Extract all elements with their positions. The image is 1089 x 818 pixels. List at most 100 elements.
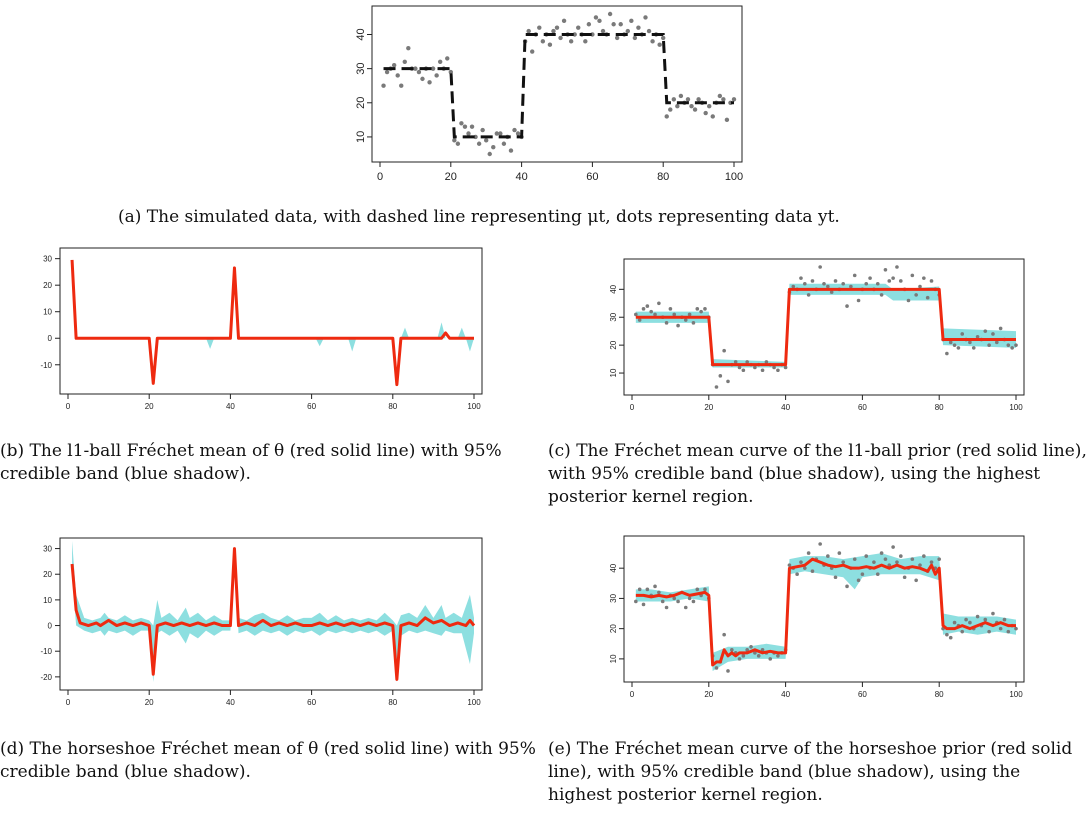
data-point: [975, 334, 980, 339]
data-point: [998, 326, 1003, 331]
data-point: [649, 309, 653, 314]
y-tick-label: 10: [43, 596, 52, 605]
data-point: [611, 22, 616, 27]
y-tick-label: 40: [609, 284, 618, 293]
chart-c: 0 20 40 60 80 100 10 20 30 40: [609, 258, 1025, 412]
data-point: [672, 596, 677, 601]
x-tick-label: 20: [445, 171, 457, 183]
data-point: [643, 15, 648, 20]
data-point: [833, 575, 838, 580]
chart-d: 0 20 40 60 80 100 -20 -10 0 10 20 30: [40, 537, 483, 707]
data-point: [914, 293, 918, 297]
x-tick-label: 60: [858, 403, 867, 412]
data-point: [914, 578, 918, 583]
data-point: [987, 343, 991, 347]
data-point: [891, 545, 895, 549]
x-tick-label: 100: [1009, 690, 1023, 699]
credible-band-spike: [400, 327, 410, 339]
data-point: [760, 368, 765, 373]
data-point: [864, 281, 869, 286]
data-point: [676, 599, 680, 604]
data-point: [540, 39, 546, 44]
data-point: [491, 144, 496, 150]
data-point: [703, 307, 707, 311]
data-point: [783, 365, 788, 370]
data-point: [868, 276, 872, 280]
data-point: [645, 587, 650, 592]
plot-frame: [371, 5, 743, 163]
data-point: [875, 572, 880, 577]
data-point: [799, 560, 803, 564]
data-point: [922, 554, 926, 558]
data-point: [964, 617, 968, 622]
frechet-mean-line: [70, 259, 474, 387]
data-point: [1006, 629, 1011, 634]
data-point: [391, 63, 397, 68]
x-tick-label: 20: [704, 403, 713, 412]
y-tick-label: 10: [355, 131, 367, 143]
data-point: [983, 617, 988, 622]
data-point: [899, 279, 903, 283]
y-tick-label: 0: [48, 622, 53, 631]
data-point: [883, 557, 888, 561]
y-tick-label: 20: [609, 624, 618, 633]
data-point: [745, 648, 749, 652]
data-point: [718, 374, 723, 378]
data-point: [883, 267, 888, 272]
x-tick-label: 60: [586, 171, 598, 183]
data-point: [692, 107, 698, 112]
x-tick-label: 40: [781, 403, 790, 412]
y-tick-label: 30: [43, 255, 52, 264]
data-point: [607, 11, 613, 17]
data-point: [508, 148, 514, 153]
x-tick-label: 60: [858, 690, 867, 699]
x-tick-label: 80: [935, 403, 944, 412]
data-point: [776, 654, 780, 658]
x-tick-label: 80: [657, 171, 669, 183]
data-point: [875, 281, 880, 286]
credible-band-spike: [457, 327, 466, 339]
data-point: [995, 340, 999, 345]
data-point: [721, 97, 726, 102]
data-point: [634, 599, 638, 604]
credible-band-spike: [315, 338, 324, 347]
data-point: [806, 293, 811, 297]
data-point: [741, 654, 746, 658]
data-point: [895, 265, 899, 269]
y-tick-label: 30: [609, 593, 618, 602]
y-tick-label: 40: [609, 563, 618, 572]
data-point: [910, 273, 915, 278]
data-point: [910, 557, 915, 561]
data-point: [687, 596, 692, 601]
plot-frame: [623, 535, 1025, 683]
data-point: [991, 611, 995, 616]
chart-e: 0 20 40 60 80 100 10 20 30 40: [609, 535, 1025, 699]
data-point: [530, 49, 535, 54]
data-point: [960, 629, 965, 634]
data-point: [413, 66, 418, 71]
data-point: [515, 131, 521, 136]
data-point: [637, 587, 642, 592]
x-tick-label: 80: [935, 690, 944, 699]
data-point: [826, 284, 830, 289]
data-point: [1014, 343, 1018, 347]
caption-e-text: (e) The Fréchet mean curve of the horses…: [548, 739, 1073, 805]
data-point: [841, 281, 845, 286]
data-point: [498, 131, 503, 136]
data-point: [753, 365, 757, 370]
data-point: [537, 25, 542, 30]
true-mean-line: [383, 32, 734, 139]
x-tick-label: 80: [388, 698, 397, 707]
x-tick-label: 20: [145, 698, 154, 707]
data-point: [480, 127, 485, 133]
data-point: [749, 644, 753, 649]
data-point: [699, 309, 703, 314]
data-point: [918, 284, 922, 289]
data-point: [968, 340, 972, 345]
x-tick-label: 20: [704, 690, 713, 699]
data-point: [925, 295, 930, 300]
x-tick-label: 60: [307, 402, 316, 411]
data-point: [629, 18, 634, 24]
data-point: [929, 279, 934, 283]
data-point: [476, 141, 482, 146]
